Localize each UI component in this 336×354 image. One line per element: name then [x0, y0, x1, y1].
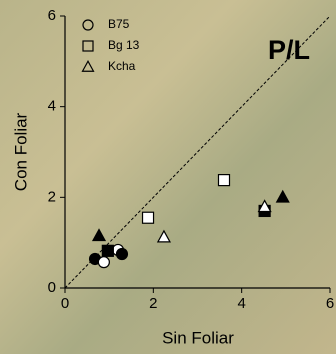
- annotation: P/L: [268, 35, 310, 65]
- x-tick-label: 2: [149, 295, 157, 312]
- x-axis-label: Sin Foliar: [162, 328, 234, 347]
- data-point: [102, 245, 113, 256]
- page: {"chart_data": {"type": "scatter", "xlab…: [0, 0, 336, 354]
- y-tick-label: 0: [48, 279, 56, 296]
- y-tick-label: 4: [48, 98, 56, 115]
- x-tick-label: 4: [237, 295, 245, 312]
- data-point: [98, 257, 109, 268]
- legend-label: B75: [108, 17, 130, 31]
- x-tick-label: 6: [326, 295, 334, 312]
- y-axis-label: Con Foliar: [11, 112, 30, 191]
- data-point: [143, 212, 154, 223]
- y-tick-label: 6: [48, 7, 56, 24]
- chart: P/L Sin Foliar Con Foliar 0 2 4 6 0 2 4 6 B75 Bg …: [0, 0, 336, 354]
- legend-label: Kcha: [108, 59, 136, 73]
- y-tick-label: 2: [48, 188, 56, 205]
- data-point: [219, 175, 230, 186]
- legend-label: Bg 13: [108, 38, 140, 52]
- data-point: [116, 249, 127, 260]
- x-tick-label: 0: [61, 295, 69, 312]
